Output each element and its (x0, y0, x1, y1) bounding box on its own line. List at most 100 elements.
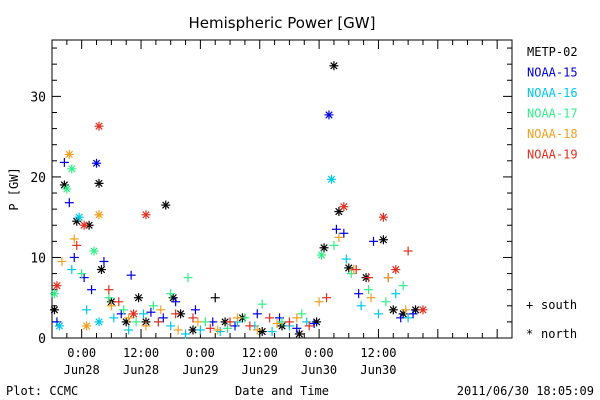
data-point-noaa-17-south (131, 317, 141, 327)
x-axis-label: Date and Time (235, 384, 329, 398)
data-point-noaa-17-north (62, 184, 72, 194)
chart-title: Hemispheric Power [GW] (189, 14, 376, 32)
x-tick-label: Jun28 (123, 363, 159, 377)
marker-legend-label: north (541, 327, 577, 341)
x-tick-label: 0:00 (305, 346, 334, 360)
data-point-noaa-17-south (297, 309, 307, 319)
data-point-noaa-18-south (69, 234, 79, 244)
data-point-noaa-19-north (79, 220, 89, 230)
data-point-noaa-17-south (381, 297, 391, 307)
data-point-noaa-16-north (326, 174, 336, 184)
data-point-metp-02-north (294, 329, 304, 339)
data-point-noaa-19-north (52, 281, 62, 291)
x-tick-label: 12:00 (360, 346, 396, 360)
data-point-noaa-17-south (329, 240, 339, 250)
data-point-noaa-19-south (205, 323, 215, 333)
data-point-noaa-19-south (284, 317, 294, 327)
data-point-noaa-19-south (153, 317, 163, 327)
data-point-noaa-17-south (77, 269, 87, 279)
data-point-noaa-19-north (129, 309, 139, 319)
data-point-noaa-18-south (314, 297, 324, 307)
data-point-metp-02-north (94, 178, 104, 188)
data-point-noaa-19-south (403, 246, 413, 256)
data-point-noaa-19-south (364, 273, 374, 283)
data-point-noaa-18-south (193, 317, 203, 327)
data-point-noaa-16-south (181, 329, 191, 339)
data-point-noaa-16-south (109, 313, 119, 323)
marker-legend-label: south (541, 298, 577, 312)
data-point-metp-02-north (257, 327, 267, 337)
y-tick-label: 10 (30, 251, 46, 266)
data-point-noaa-18-north (64, 149, 74, 159)
data-point-metp-02-north (134, 293, 144, 303)
data-point-metp-02-south (210, 293, 220, 303)
data-point-noaa-17-south (183, 273, 193, 283)
x-tick-label: Jun30 (301, 363, 337, 377)
data-point-noaa-15-south (99, 256, 109, 266)
legend-item: NOAA-15 (527, 66, 578, 80)
marker-legend-symbol: + (526, 298, 533, 312)
data-point-metp-02-north (329, 61, 339, 71)
legend: METP-02 NOAA-15 NOAA-16 NOAA-17 NOAA-18 NOAA-… (527, 45, 578, 162)
data-point-noaa-16-south (403, 313, 413, 323)
data-point-noaa-18-south (366, 293, 376, 303)
data-point-noaa-19-south (188, 313, 198, 323)
data-point-noaa-17-south (166, 289, 176, 299)
data-point-noaa-15-south (408, 309, 418, 319)
data-point-noaa-17-north (317, 250, 327, 260)
data-points (49, 61, 428, 339)
x-tick-label: Jun30 (360, 363, 396, 377)
data-point-noaa-15-south (69, 252, 79, 262)
data-point-noaa-15-south (146, 307, 156, 317)
data-point-metp-02-north (319, 243, 329, 253)
data-point-noaa-15-south (369, 236, 379, 246)
data-point-noaa-18-south (272, 319, 282, 329)
data-point-noaa-16-south (267, 327, 277, 337)
data-point-noaa-15-south (87, 285, 97, 295)
data-point-noaa-15-south (339, 228, 349, 238)
data-point-noaa-18-south (334, 232, 344, 242)
data-point-noaa-16-south (67, 265, 77, 275)
data-point-noaa-16-south (302, 317, 312, 327)
legend-item: NOAA-18 (527, 127, 578, 141)
data-point-noaa-16-north (74, 212, 84, 222)
plot-frame (51, 39, 513, 339)
x-tick-label: 12:00 (242, 346, 278, 360)
y-tick-label: 0 (38, 332, 46, 347)
data-point-noaa-19-south (304, 321, 314, 331)
x-tick-label: 12:00 (123, 346, 159, 360)
data-point-noaa-19-south (265, 313, 275, 323)
x-tick-label: Jun29 (182, 363, 218, 377)
data-point-noaa-15-south (126, 270, 136, 280)
data-point-noaa-19-south (72, 240, 82, 250)
data-point-noaa-16-south (139, 309, 149, 319)
data-point-noaa-19-north (339, 202, 349, 212)
data-point-noaa-18-south (106, 301, 116, 311)
data-point-noaa-15-south (275, 313, 285, 323)
data-point-noaa-15-south (171, 297, 181, 307)
data-point-noaa-15-north (92, 158, 102, 168)
x-tick-label: 0:00 (67, 346, 96, 360)
data-point-metp-02-north (344, 263, 354, 273)
data-point-noaa-16-south (391, 289, 401, 299)
data-point-noaa-18-south (232, 313, 242, 323)
data-point-noaa-15-south (309, 319, 319, 329)
data-point-noaa-19-south (245, 321, 255, 331)
data-point-noaa-15-south (252, 309, 262, 319)
legend-item: NOAA-19 (527, 148, 578, 162)
data-point-noaa-18-south (57, 256, 67, 266)
legend-item: NOAA-17 (527, 107, 578, 121)
y-tick-label: 20 (30, 171, 46, 186)
data-point-noaa-17-south (223, 323, 233, 333)
data-point-metp-02-north (121, 317, 131, 327)
x-tick-label: 0:00 (186, 346, 215, 360)
data-point-noaa-19-south (114, 297, 124, 307)
data-point-noaa-18-south (141, 321, 151, 331)
data-point-noaa-16-south (195, 325, 205, 335)
data-point-noaa-19-south (322, 293, 332, 303)
data-point-noaa-16-south (356, 301, 366, 311)
data-point-metp-02-north (96, 265, 106, 275)
data-point-noaa-18-south (383, 273, 393, 283)
